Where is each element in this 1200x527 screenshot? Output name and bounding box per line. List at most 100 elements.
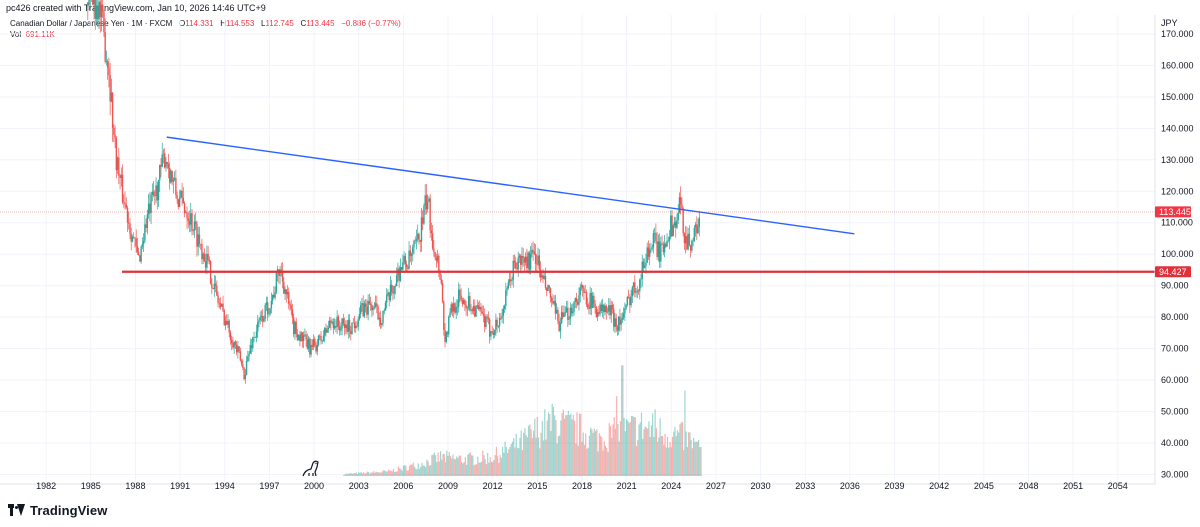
volume-bar (387, 469, 390, 476)
candle-body (496, 319, 498, 327)
candle-body (402, 262, 404, 270)
candle-body (100, 4, 103, 18)
time-tick-label: 1988 (125, 481, 145, 491)
candle-body (450, 304, 452, 313)
volume-bar (461, 462, 463, 476)
volume-bar (447, 455, 449, 476)
volume-bar (487, 452, 489, 476)
tradingview-logo-icon (8, 504, 25, 516)
candle-body (492, 332, 495, 335)
candle-body (650, 248, 652, 250)
candle-body (259, 317, 261, 321)
volume-bar (377, 472, 380, 476)
price-tick-label: 110.000 (1161, 218, 1193, 228)
candle-body (417, 233, 419, 240)
candle-body (224, 320, 227, 326)
candle-body (430, 230, 433, 234)
volume-bar (660, 436, 662, 476)
volume-bar (581, 441, 583, 476)
time-tick-label: 1994 (215, 481, 235, 491)
volume-bar (359, 472, 361, 476)
volume-bar (629, 421, 631, 476)
candle-body (554, 301, 557, 314)
volume-bar (612, 424, 614, 476)
candle-body (472, 305, 475, 312)
volume-bar (509, 446, 511, 476)
candle-body (290, 305, 292, 310)
change-value: −0.886 (−0.77%) (341, 19, 401, 28)
volume-bar (616, 396, 618, 476)
descending-trendline[interactable] (166, 136, 855, 235)
candle-body (108, 67, 110, 76)
volume-bar (390, 470, 392, 476)
volume-bar (652, 413, 654, 476)
candle-body (567, 307, 569, 320)
candle-body (219, 303, 222, 307)
candle-body (355, 325, 357, 329)
candle-body (244, 374, 247, 380)
time-axis[interactable]: 1982 1985 1988 1991 1994 1997 2000 2003 2006 2009… (36, 481, 1128, 491)
volume-bar (462, 463, 464, 476)
volume-bar (358, 472, 360, 476)
candle-body (126, 207, 129, 223)
candle-body (697, 226, 699, 234)
volume-bar (688, 432, 690, 476)
candle-body (637, 290, 640, 292)
candle-body (274, 291, 276, 298)
volume-bar (497, 456, 499, 476)
candle-body (109, 75, 111, 102)
candle-body (378, 317, 380, 320)
candle-body (180, 190, 182, 198)
candle-body (429, 198, 431, 231)
footer-brand[interactable]: TradingView (8, 501, 107, 519)
candle-body (568, 318, 570, 320)
candle-body (182, 197, 185, 204)
candle-body (471, 309, 474, 312)
volume-bar (370, 472, 372, 476)
volume-bar (457, 458, 459, 476)
volume-bar (499, 454, 501, 476)
candle-body (245, 361, 248, 375)
volume-bar (655, 428, 657, 476)
candle-body (193, 221, 196, 231)
candle-body (684, 235, 687, 244)
volume-bar (601, 437, 603, 476)
candle-body (507, 282, 509, 289)
candle-body (116, 157, 119, 171)
volume-bar (474, 464, 476, 476)
candle-body (510, 279, 512, 281)
candle-body (175, 178, 177, 196)
candle-body (250, 345, 253, 349)
candle-body (191, 213, 193, 231)
candle-body (240, 360, 243, 364)
candle-body (258, 320, 260, 322)
volume-bar (407, 470, 409, 476)
candle-body (594, 303, 596, 308)
volume-bar (484, 459, 486, 476)
volume-bar (372, 471, 375, 476)
candle-body (698, 217, 701, 227)
price-tick-label: 150.000 (1161, 92, 1194, 102)
volume-bar (391, 471, 393, 476)
volume-bar (565, 415, 567, 476)
candle-body (320, 335, 322, 341)
dino-icon[interactable] (302, 460, 319, 477)
candle-body (683, 233, 686, 244)
candle-body (203, 253, 206, 262)
candle-body (238, 346, 240, 352)
candle-body (98, 1, 100, 20)
price-tick-label: 170.000 (1161, 29, 1194, 39)
candle-body (170, 170, 172, 183)
candle-body (372, 307, 374, 311)
candle-body (453, 303, 455, 312)
volume-bar (523, 432, 525, 476)
candle-body (524, 256, 527, 263)
volume-bar (552, 406, 555, 476)
candle-body (93, 0, 95, 5)
candle-body (317, 335, 320, 345)
candle-body (487, 317, 490, 320)
price-axis[interactable]: 30.000 40.000 50.000 60.000 70.000 80.000 90.0… (1161, 29, 1194, 480)
time-tick-label: 2018 (572, 481, 592, 491)
candle-body (288, 291, 290, 304)
